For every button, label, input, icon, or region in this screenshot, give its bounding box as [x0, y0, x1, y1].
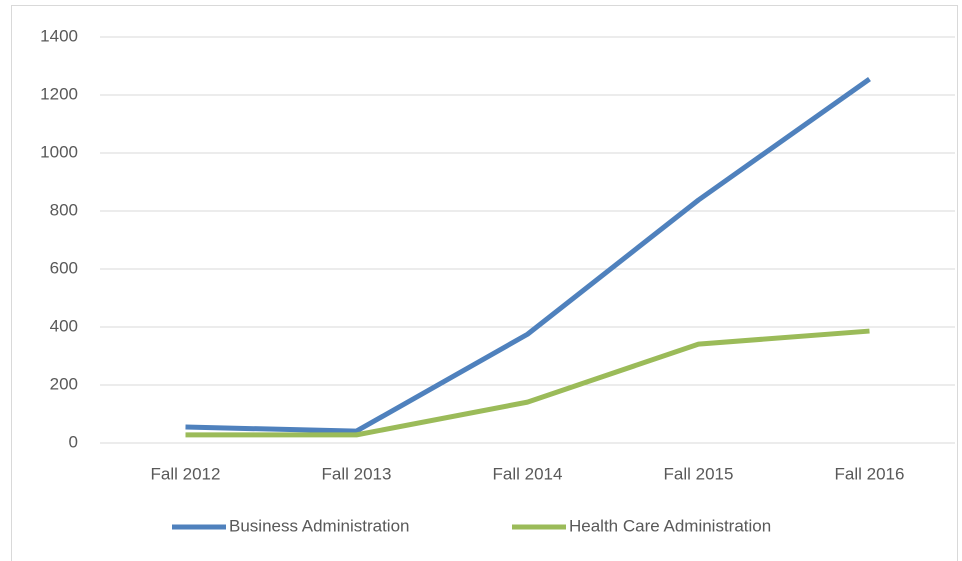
- x-tick-label: Fall 2016: [835, 464, 905, 483]
- x-tick-label: Fall 2012: [151, 464, 221, 483]
- x-tick-label: Fall 2015: [664, 464, 734, 483]
- y-tick-label: 400: [50, 316, 78, 335]
- y-tick-label: 200: [50, 374, 78, 393]
- series-line: [185, 328, 870, 438]
- y-tick-label: 0: [69, 432, 78, 451]
- y-tick-label: 600: [50, 258, 78, 277]
- y-tick-label: 1000: [40, 142, 78, 161]
- y-tick-label: 800: [50, 200, 78, 219]
- x-tick-label: Fall 2013: [322, 464, 392, 483]
- x-tick-label: Fall 2014: [493, 464, 563, 483]
- legend-label: Health Care Administration: [569, 516, 771, 535]
- series-line: [185, 77, 871, 434]
- legend-label: Business Administration: [229, 516, 409, 535]
- chart-border: [11, 5, 958, 561]
- y-tick-label: 1200: [40, 84, 78, 103]
- y-tick-label: 1400: [40, 26, 78, 45]
